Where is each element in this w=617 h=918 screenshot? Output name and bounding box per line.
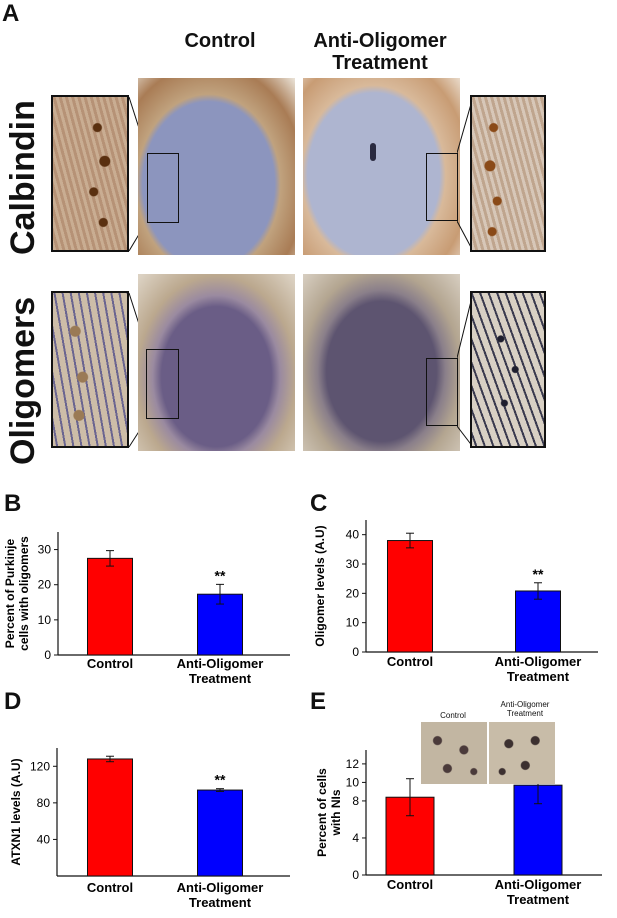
bar-control (87, 557, 133, 656)
panel-d-letter: D (4, 688, 22, 715)
y-tick-label: 10 (38, 613, 52, 627)
panel-e-inset-treatment-image (489, 722, 555, 784)
category-label: Anti-Oligomer Treatment (495, 654, 582, 684)
y-tick-label: 8 (352, 794, 359, 808)
category-label: Anti-Oligomer Treatment (177, 656, 264, 686)
oligomers-control-roi (146, 349, 179, 419)
y-axis-label: Percent of cellswith NIs (315, 768, 343, 857)
oligomers-control-inset (51, 291, 129, 448)
y-axis-label: Percent of Purkinjecells with oligomers (3, 536, 31, 651)
oligomers-control-image (138, 274, 295, 451)
row-label-calbindin: Calbindin (4, 100, 42, 255)
bar-control (87, 758, 133, 877)
panel-e-letter: E (310, 688, 327, 715)
category-label: Control (87, 656, 133, 671)
y-tick-label: 0 (352, 868, 359, 882)
y-axis-label: Oligomer levels (A.U) (313, 525, 327, 646)
significance-marker: ** (215, 772, 226, 788)
chart-panel-c: 0 10 20 30 40 Oligomer levels (A.U) Control ** A… (313, 520, 598, 684)
category-label: Control (387, 877, 433, 892)
calbindin-treatment-image (303, 78, 460, 255)
calbindin-control-image (138, 78, 295, 255)
category-label: Anti-Oligomer Treatment (495, 877, 582, 907)
y-tick-label: 0 (44, 648, 51, 662)
bar-treatment (515, 590, 561, 653)
y-tick-label: 80 (37, 796, 51, 810)
panel-e-inset-label-control: Control (440, 711, 466, 720)
panel-e-inset-control-image (421, 722, 487, 784)
calbindin-treatment-inset (470, 95, 546, 252)
panel-e-inset-label-treatment: Anti-Oligomer Treatment (500, 700, 550, 718)
significance-marker: ** (533, 566, 544, 582)
y-tick-label: 20 (346, 586, 360, 600)
calbindin-treatment-roi (426, 153, 458, 221)
panel-b-letter: B (4, 490, 22, 517)
oligomers-treatment-inset (470, 291, 546, 448)
calbindin-control-roi (147, 153, 179, 223)
oligomers-treatment-roi (426, 358, 458, 426)
oligomers-treatment-image (303, 274, 460, 451)
y-axis-label: ATXN1 levels (A.U) (9, 758, 23, 865)
bar-control (387, 540, 433, 653)
category-label: Control (387, 654, 433, 669)
y-tick-label: 40 (37, 832, 51, 846)
y-tick-label: 4 (352, 831, 359, 845)
y-tick-label: 40 (346, 528, 360, 542)
column-header-control: Control (184, 30, 256, 52)
panel-a-letter: A (2, 0, 20, 27)
chart-panel-d: 40 80 120 ATXN1 levels (A.U) Control ** Anti-O… (9, 748, 290, 910)
column-header-treatment: Anti-Oligomer Treatment (313, 30, 447, 74)
y-tick-label: 30 (38, 543, 52, 557)
category-label: Control (87, 880, 133, 895)
y-tick-label: 30 (346, 557, 360, 571)
y-tick-label: 10 (346, 616, 360, 630)
calbindin-control-inset (51, 95, 129, 252)
panel-c-letter: C (310, 490, 328, 517)
y-tick-label: 20 (38, 578, 52, 592)
chart-panel-b: 0 10 20 30 Percent of Purkinjecells with oli… (3, 532, 290, 686)
y-tick-label: 120 (30, 759, 50, 773)
bar-treatment (197, 789, 243, 877)
row-label-oligomers: Oligomers (4, 296, 42, 465)
y-tick-label: 10 (346, 775, 360, 789)
significance-marker: ** (215, 567, 226, 583)
category-label: Anti-Oligomer Treatment (177, 880, 264, 910)
y-tick-label: 0 (352, 645, 359, 659)
y-tick-label: 12 (346, 757, 360, 771)
